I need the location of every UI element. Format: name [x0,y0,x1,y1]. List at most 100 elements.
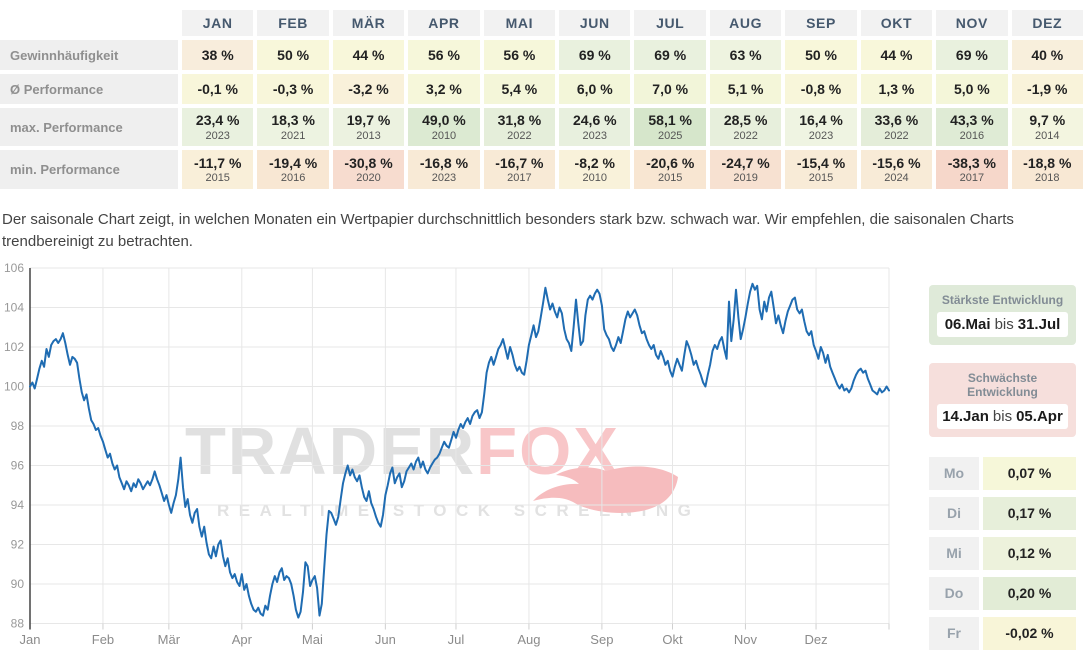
table-cell-0-8: 50 % [785,40,857,70]
weekday-label: Di [929,496,979,530]
cell-year: 2022 [884,129,909,142]
chart-canvas: 88 90 92 94 96 98 100 102 104 106 Jan Feb Mär Apr Mai J… [4,263,890,647]
cell-year: 2016 [280,172,306,185]
table-cell-0-1: 50 % [257,40,329,70]
weekday-row-mi: Mi 0,12 % [929,536,1076,570]
table-cell-2-3: 49,0 % 2010 [408,108,480,146]
table-cell-1-0: -0,1 % [182,74,254,104]
cell-value: -16,7 % [495,154,544,171]
month-header-mai: MAI [483,10,556,36]
svg-text:92: 92 [11,537,25,551]
cell-value: 56 % [503,46,536,63]
cell-year: 2015 [657,172,683,185]
table-cell-3-4: -16,7 % 2017 [483,150,556,189]
table-cell-1-7: 5,1 % [709,74,782,104]
svg-text:Nov: Nov [734,632,758,647]
range-separator: bis [992,407,1013,425]
svg-text:90: 90 [11,577,25,591]
watermark-trader-text: TRADER [185,413,477,489]
cell-value: -24,7 % [721,154,770,171]
cell-value: -38,3 % [947,154,996,171]
range-separator: bis [994,315,1014,333]
weekday-value: -0,02 % [983,616,1076,650]
row-label: min. Performance [0,150,178,189]
cell-value: -0,8 % [800,80,842,97]
table-cell-0-7: 63 % [709,40,782,70]
month-header-jan: JAN [182,10,254,36]
weekday-value: 0,07 % [983,456,1076,490]
cell-value: 28,5 % [723,112,768,129]
table-cell-1-5: 6,0 % [559,74,631,104]
table-cell-1-8: -0,8 % [785,74,857,104]
table-cell-0-3: 56 % [408,40,480,70]
table-cell-2-5: 24,6 % 2023 [559,108,631,146]
month-header-sep: SEP [785,10,857,36]
traderfox-watermark: TRADERFOX REALTIME STOCK SCREENING [185,418,700,521]
table-cell-2-1: 18,3 % 2021 [257,108,329,146]
strongest-period-range: 06.Mai bis 31.Jul [937,311,1068,337]
cell-value: 24,6 % [572,112,617,129]
chart-sidebar: Stärkste Entwicklung 06.Mai bis 31.Jul Sch… [929,263,1076,663]
cell-value: 69 % [578,46,611,63]
cell-year: 2013 [356,129,381,142]
table-cell-0-4: 56 % [483,40,556,70]
svg-text:100: 100 [4,379,24,393]
cell-value: 3,2 % [426,80,462,97]
svg-text:Aug: Aug [517,632,540,647]
table-cell-0-5: 69 % [559,40,631,70]
weakest-period-box: Schwächste Entwicklung 14.Jan bis 05.Apr [929,362,1076,437]
month-header-jun: JUN [559,10,631,36]
cell-year: 2019 [733,172,758,185]
weekday-value: 0,12 % [983,536,1076,570]
cell-value: -3,2 % [348,80,389,97]
weekday-label: Fr [929,616,979,650]
row-label: Gewinnhäufigkeit [0,40,178,70]
table-cell-1-10: 5,0 % [936,74,1008,104]
cell-year: 2018 [1035,172,1060,185]
cell-value: 5,1 % [727,80,764,97]
weakest-period-label: Schwächste Entwicklung [967,370,1038,399]
table-cell-2-4: 31,8 % 2022 [483,108,556,146]
fox-tail-icon [533,465,678,513]
description-text: Der saisonale Chart zeigt, in welchen Mo… [2,211,1014,250]
cell-year: 2015 [205,172,230,185]
cell-year: 2024 [884,172,909,185]
cell-value: 63 % [729,46,762,63]
svg-text:Apr: Apr [232,632,253,647]
strongest-period-box: Stärkste Entwicklung 06.Mai bis 31.Jul [929,284,1076,345]
table-cell-2-2: 19,7 % 2013 [332,108,405,146]
cell-value: 38 % [201,46,234,63]
cell-year: 2017 [959,172,985,185]
table-cell-0-9: 44 % [860,40,933,70]
cell-value: 49,0 % [422,112,466,129]
cell-year: 2016 [959,129,985,142]
weekday-row-mo: Mo 0,07 % [929,456,1076,490]
table-cell-1-9: 1,3 % [860,74,933,104]
month-header-mär: MÄR [332,10,405,36]
weakest-from-date: 14.Jan [942,407,989,425]
svg-text:Okt: Okt [662,632,683,647]
month-header-feb: FEB [257,10,329,36]
cell-value: 1,3 % [878,80,915,97]
month-header-okt: OKT [860,10,933,36]
cell-year: 2017 [507,172,532,185]
cell-value: -30,8 % [344,154,393,171]
cell-value: 33,6 % [874,112,919,129]
cell-value: -20,6 % [646,154,695,171]
strongest-period-label: Stärkste Entwicklung [941,292,1064,307]
svg-text:Jul: Jul [448,632,465,647]
cell-value: 50 % [805,46,837,63]
table-cell-1-1: -0,3 % [257,74,329,104]
cell-value: 43,3 % [950,112,994,129]
cell-value: 69 % [654,46,687,63]
table-cell-2-7: 28,5 % 2022 [709,108,782,146]
table-cell-2-6: 58,1 % 2025 [634,108,706,146]
cell-value: 40 % [1031,46,1064,63]
svg-text:96: 96 [11,458,25,472]
cell-year: 2022 [507,129,532,142]
table-cell-1-6: 7,0 % [634,74,706,104]
table-cell-3-3: -16,8 % 2023 [408,150,480,189]
svg-text:94: 94 [11,498,25,512]
cell-value: 50 % [277,46,310,63]
cell-year: 2014 [1035,129,1060,142]
